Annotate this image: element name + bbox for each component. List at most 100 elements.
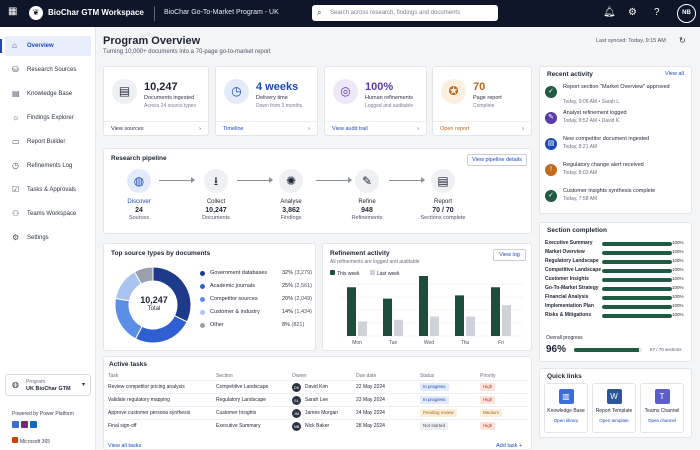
bar[interactable] (394, 319, 403, 336)
section-progress-fill (602, 242, 672, 246)
quick-link-word[interactable]: W Report Template Open template (592, 383, 636, 433)
section-row: Competitive Landscape 100% (545, 267, 690, 276)
quick-link-open[interactable]: Open library (553, 418, 579, 423)
pipeline-stage-collect[interactable]: ⭳ Collect 10,247 Documents (181, 169, 251, 221)
section-progress-fill (602, 278, 672, 282)
stage-label: Findings (280, 215, 302, 221)
open-report-link[interactable]: Open report › (433, 121, 531, 135)
bar[interactable] (455, 295, 464, 336)
activity-item[interactable]: ▤ New competitor document ingested Today, … (545, 136, 690, 160)
table-row[interactable]: Review competitor pricing analysis Compet… (108, 380, 528, 393)
sidebar-item-overview[interactable]: ⌂ Overview (0, 36, 91, 56)
pipeline-arrow (389, 177, 425, 183)
section-row: Executive Summary 100% (545, 240, 690, 249)
overall-progress-fill (574, 348, 640, 352)
section-pct: 100% (672, 285, 684, 290)
view-sources-link[interactable]: View sources › (104, 121, 208, 135)
legend-item: Customer & industry 14% (1,434) (200, 309, 320, 319)
help-icon[interactable]: ? (654, 7, 660, 18)
activity-item[interactable]: ✎ Analyst refinement logged Today, 8:52 AM… (545, 110, 690, 134)
table-header: Task Section Owner Due date Status Priority (108, 370, 528, 383)
power-automate-icon (30, 421, 37, 428)
bar[interactable] (347, 287, 356, 336)
sidebar-item-research-sources[interactable]: ⛁ Research Sources (5, 60, 91, 80)
sidebar-item-settings[interactable]: ⚙ Settings (5, 228, 91, 248)
timeline-link[interactable]: Timeline › (216, 121, 317, 135)
quick-link-open[interactable]: Open template (599, 418, 629, 423)
sidebar-item-findings-explorer[interactable]: ☼ Findings Explorer (5, 108, 91, 128)
last-synced: Last synced: Today, 9:15 AM (596, 38, 666, 44)
sidebar-item-refinements-log[interactable]: ◷ Refinements Log (5, 156, 91, 176)
activity-item[interactable]: ✓ Customer insights synthesis complete Tod… (545, 188, 690, 212)
sidebar-item-knowledge-base[interactable]: ▤ Knowledge Base (5, 84, 91, 104)
sidebar-item-teams-workspace[interactable]: ⚇ Teams Workspace (5, 204, 91, 224)
gear-icon[interactable]: ⚙ (628, 7, 637, 18)
bar[interactable] (466, 316, 475, 337)
activity-item[interactable]: ! Regulatory change alert received Today, … (545, 162, 690, 186)
section-row: Customer Insights 100% (545, 276, 690, 285)
owner-avatar: DK (292, 382, 301, 392)
bar[interactable] (430, 316, 439, 337)
donut-slice[interactable] (134, 314, 188, 344)
sidebar-item-report-builder[interactable]: ▭ Report Builder (5, 132, 91, 152)
audit-trail-link[interactable]: View audit trail › (325, 121, 426, 135)
legend-value: 20% (2,049) (282, 296, 312, 302)
library-icon: ▥ (558, 389, 574, 404)
bar[interactable] (358, 321, 367, 336)
gear-icon: ⚙ (12, 233, 20, 242)
home-icon: ⌂ (12, 41, 17, 50)
legend-label: Government databases (210, 270, 268, 276)
section-pct: 100% (672, 294, 684, 299)
bar[interactable] (502, 305, 511, 336)
pipeline-stage-discover[interactable]: ◍ Discover 24 Sources (104, 169, 174, 221)
priority-badge: High (480, 383, 496, 391)
database-icon: ⛁ (12, 65, 19, 74)
kpi-label: Documents ingested (144, 95, 195, 101)
legend-swatch (200, 323, 205, 328)
stage-value: 10,247 (205, 207, 227, 214)
pipeline-stage-analyse[interactable]: ✺ Analyse 3,862 Findings (256, 169, 326, 221)
sidebar-item-tasks-approvals[interactable]: ☑ Tasks & Approvals (5, 180, 91, 200)
bar[interactable] (383, 298, 392, 336)
sidebar-item-label: Refinements Log (27, 163, 73, 169)
section-name: Executive Summary (545, 240, 593, 246)
quick-link-library[interactable]: ▥ Knowledge Base Open library (544, 383, 588, 433)
section-progress-fill (602, 251, 672, 255)
kpi-value: 70 (473, 81, 486, 93)
section-row: Market Overview 100% (545, 249, 690, 258)
search-input[interactable]: ⌕ Search across research, findings and d… (312, 5, 498, 21)
table-row[interactable]: Final sign-off Executive Summary NB Nick Ba… (108, 419, 528, 432)
pipeline-stage-refine[interactable]: ✎ Refine 948 Refinements (332, 169, 402, 221)
microsoft-logo-icon (12, 437, 18, 443)
table-row[interactable]: Approve customer persona synthesis Custom… (108, 406, 528, 419)
stage-label: Sources (128, 215, 150, 221)
view-all-tasks-link[interactable]: View all tasks (108, 443, 142, 449)
bar[interactable] (419, 276, 428, 336)
activity-item[interactable]: ✓ Report section "Market Overview" approv… (545, 84, 690, 108)
bar[interactable] (491, 287, 500, 336)
refresh-icon[interactable]: ↻ (679, 36, 686, 45)
task-name: Final sign-off (108, 423, 137, 429)
bell-icon[interactable]: 🔔︎ (603, 7, 616, 18)
view-pipeline-details-button[interactable]: View pipeline details (467, 154, 527, 166)
legend-item: Competitor sources 20% (2,049) (200, 296, 320, 306)
quick-link-name: Knowledge Base (547, 408, 585, 414)
donut-slice[interactable] (133, 266, 154, 285)
user-avatar[interactable]: NB (677, 4, 696, 23)
legend-label: Customer & industry (210, 309, 260, 315)
app-launcher-icon[interactable]: ▦ (8, 6, 18, 17)
kpi-value: 4 weeks (256, 81, 299, 93)
table-row[interactable]: Validate regulatory mapping Regulatory La… (108, 393, 528, 406)
sidebar-item-label: Teams Workspace (27, 211, 77, 217)
pipeline-arrow (159, 177, 195, 183)
kpi-label: Human refinements (365, 95, 413, 101)
pipeline-stage-report[interactable]: ▤ Report 70 / 70 Sections complete (408, 169, 478, 221)
program-name[interactable]: BioChar Go-To-Market Program - UK (164, 9, 279, 16)
add-task-button[interactable]: Add task + (496, 443, 523, 449)
quick-link-open[interactable]: Open channel (647, 418, 677, 423)
legend-count: (821) (291, 322, 305, 328)
activity-view-all-link[interactable]: View all (665, 71, 684, 77)
program-selector[interactable]: ◍ Program UK BioChar GTM ▾ (5, 374, 91, 396)
quick-link-teams[interactable]: T Teams Channel Open channel (640, 383, 684, 433)
view-log-button[interactable]: View log (493, 249, 526, 261)
